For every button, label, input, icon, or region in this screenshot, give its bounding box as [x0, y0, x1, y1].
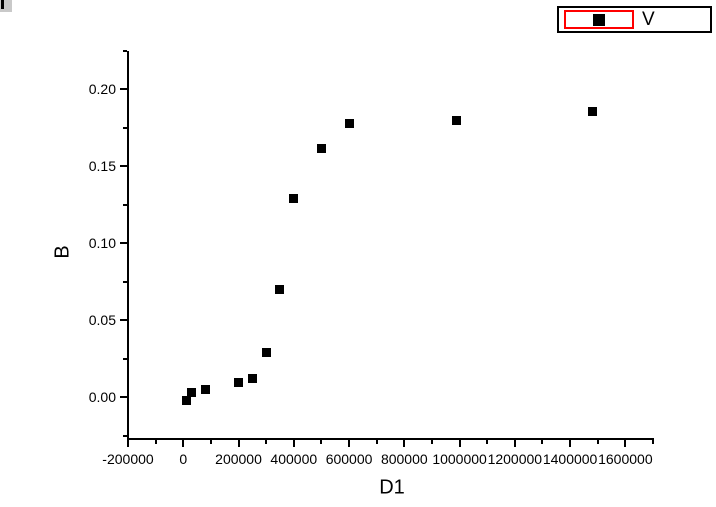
y-minor-tick: [123, 434, 127, 437]
y-tick-label: 0.20: [88, 81, 116, 98]
y-tick-label: 0.10: [88, 235, 116, 252]
legend-marker-square-icon: [593, 13, 605, 26]
data-point[interactable]: [275, 285, 285, 295]
x-minor-tick: [596, 440, 599, 444]
x-tick-label: 1400000: [542, 451, 598, 467]
y-tick-label: 0.05: [88, 312, 116, 329]
data-point[interactable]: [452, 115, 462, 125]
legend[interactable]: V: [557, 6, 712, 33]
data-point[interactable]: [234, 377, 244, 387]
x-major-tick: [237, 440, 240, 447]
x-major-tick: [127, 440, 129, 447]
legend-active-indicator: [564, 10, 634, 29]
y-minor-tick: [123, 126, 127, 129]
x-tick-label: 400000: [270, 451, 318, 467]
x-tick-label: 1600000: [598, 451, 653, 467]
x-major-tick: [403, 440, 406, 447]
x-major-tick: [292, 440, 295, 447]
data-point[interactable]: [316, 143, 326, 153]
data-point[interactable]: [181, 396, 191, 405]
window-fragment-icon: [0, 0, 12, 12]
y-minor-tick: [123, 357, 127, 360]
y-major-tick: [120, 396, 127, 399]
x-tick-label: 1200000: [487, 451, 543, 467]
x-minor-tick: [430, 440, 433, 444]
data-point[interactable]: [587, 106, 597, 116]
x-minor-tick: [265, 440, 268, 444]
x-tick-label: 800000: [380, 451, 428, 467]
x-minor-tick: [375, 440, 378, 444]
y-minor-tick: [123, 203, 127, 206]
data-point[interactable]: [247, 374, 257, 384]
y-major-tick: [120, 88, 127, 91]
x-tick-label: 600000: [325, 451, 373, 467]
y-tick-label: 0.00: [88, 389, 116, 406]
x-tick-label: 1000000: [432, 451, 487, 467]
window-fragment-bar: [1, 0, 4, 9]
x-minor-tick: [486, 440, 489, 444]
x-tick-label: 200000: [215, 451, 262, 467]
x-minor-tick: [541, 440, 544, 444]
x-major-tick: [624, 440, 627, 447]
x-minor-tick: [320, 440, 323, 444]
x-minor-tick: [209, 440, 212, 444]
data-point[interactable]: [344, 118, 354, 128]
y-axis-title[interactable]: B: [51, 245, 74, 259]
legend-label: V: [642, 8, 655, 30]
x-major-tick: [348, 440, 351, 447]
x-minor-tick: [154, 440, 157, 444]
data-point[interactable]: [261, 348, 271, 358]
x-tick-label: 0: [179, 451, 188, 467]
y-major-tick: [120, 319, 127, 322]
data-point[interactable]: [187, 388, 197, 398]
data-point[interactable]: [200, 385, 210, 395]
y-axis[interactable]: [127, 51, 129, 440]
x-minor-tick: [652, 440, 654, 444]
data-point[interactable]: [289, 194, 299, 204]
y-major-tick: [120, 242, 127, 245]
x-major-tick: [513, 440, 516, 447]
y-major-tick: [120, 165, 127, 168]
x-axis[interactable]: [127, 438, 654, 440]
y-minor-tick: [123, 50, 127, 52]
y-minor-tick: [123, 280, 127, 283]
x-major-tick: [569, 440, 572, 447]
x-major-tick: [182, 440, 185, 447]
x-tick-label: -200000: [102, 451, 154, 467]
x-axis-title[interactable]: D1: [379, 476, 405, 499]
y-tick-label: 0.15: [88, 158, 116, 175]
x-major-tick: [458, 440, 461, 447]
